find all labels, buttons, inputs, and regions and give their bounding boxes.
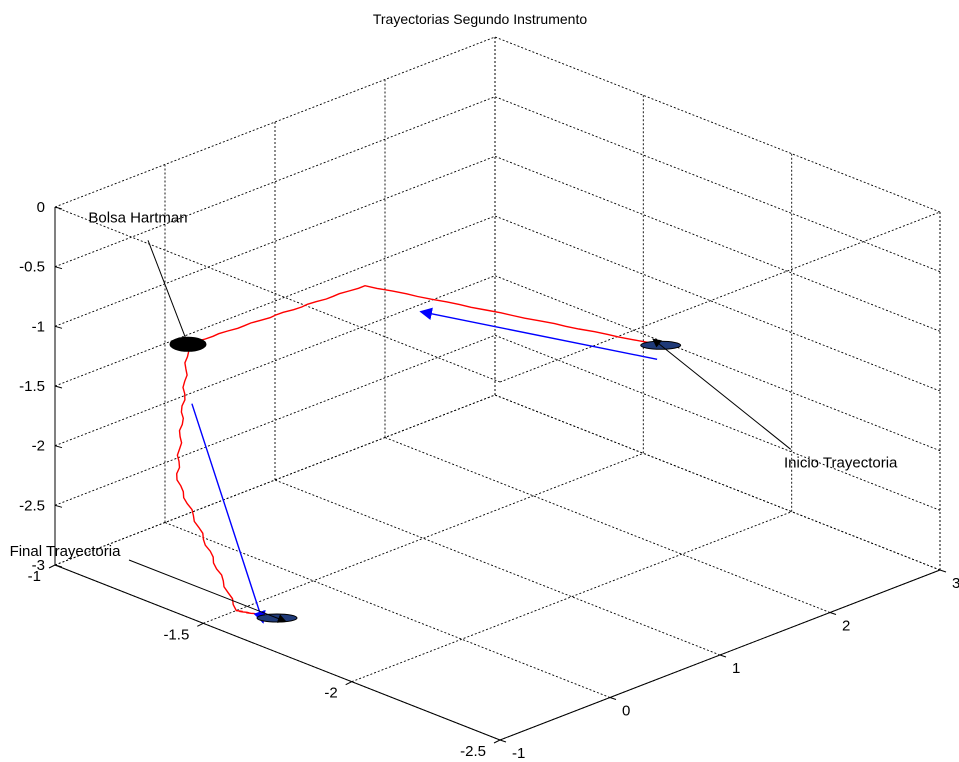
direction-arrows bbox=[191, 307, 658, 624]
annotation-arrow bbox=[652, 338, 792, 450]
y-tick-mark bbox=[939, 569, 947, 573]
grid-line bbox=[494, 155, 941, 332]
grid-line bbox=[54, 36, 496, 208]
chart-title: Trayectorias Segundo Instrumento bbox=[373, 11, 587, 27]
z-tick-labels: -3 -2.5 -2 -1.5 -1 -0.5 0 bbox=[19, 199, 45, 574]
z-tick-mark bbox=[54, 325, 63, 329]
grid-line bbox=[203, 452, 644, 624]
x-tick-mark bbox=[48, 564, 56, 569]
y-tick-mark bbox=[829, 612, 837, 615]
axis-lines bbox=[48, 206, 947, 744]
trajectory-series bbox=[175, 284, 661, 619]
grid-line bbox=[494, 394, 941, 571]
annotation-label: Inicio Trayectoria bbox=[784, 454, 898, 471]
grid-line bbox=[54, 215, 496, 387]
grid-line bbox=[494, 215, 941, 392]
grid-line bbox=[54, 155, 496, 327]
grid-line bbox=[384, 437, 831, 613]
y-tick-label: -1 bbox=[512, 745, 525, 762]
x-tick-label: -1.5 bbox=[163, 626, 189, 643]
x-tick-labels: -2.5 -2 -1.5 -1 bbox=[28, 568, 486, 760]
grid-line bbox=[54, 275, 496, 447]
annotations: Bolsa Hartman Inicio Trayectoria Final Tra… bbox=[10, 209, 898, 623]
annotation-arrow bbox=[128, 559, 287, 623]
z-tick-label: -1 bbox=[32, 318, 45, 335]
x-axis-line bbox=[54, 564, 501, 741]
grid-line bbox=[494, 36, 941, 213]
z-tick-label: -2.5 bbox=[19, 497, 45, 514]
z-tick-mark bbox=[54, 504, 63, 508]
annotation-label: Final Trayectoria bbox=[10, 543, 122, 560]
y-tick-label: 2 bbox=[842, 618, 850, 635]
annotation-label: Bolsa Hartman bbox=[88, 209, 187, 226]
direction-arrow bbox=[191, 403, 266, 624]
x-tick-mark bbox=[493, 739, 501, 744]
grid-line bbox=[164, 522, 611, 698]
x-tick-mark bbox=[197, 622, 204, 627]
z-tick-label: -1.5 bbox=[19, 378, 45, 395]
direction-arrow bbox=[419, 307, 658, 360]
z-tick-label: 0 bbox=[37, 199, 45, 216]
x-tick-label: -1 bbox=[28, 568, 41, 585]
z-tick-mark bbox=[54, 445, 63, 449]
y-tick-label: 1 bbox=[732, 660, 740, 677]
grid-line bbox=[494, 275, 941, 452]
z-tick-label: -2 bbox=[32, 438, 45, 455]
x-tick-label: -2 bbox=[324, 685, 337, 702]
annotation-arrow bbox=[147, 240, 192, 352]
x-tick-label: -2.5 bbox=[460, 743, 486, 760]
y-tick-mark bbox=[719, 654, 727, 658]
grid-line bbox=[274, 479, 721, 656]
z-tick-label: -3 bbox=[32, 557, 45, 574]
y-tick-label: 0 bbox=[622, 703, 630, 720]
box-edge bbox=[54, 206, 501, 383]
grid-line bbox=[54, 394, 496, 566]
trajectory-line bbox=[175, 284, 661, 619]
grid-lines bbox=[54, 36, 941, 741]
z-tick-mark bbox=[54, 266, 63, 270]
grid-line bbox=[494, 96, 941, 273]
grid-line bbox=[351, 511, 792, 683]
z-tick-mark bbox=[54, 385, 63, 389]
y-tick-labels: -1 0 1 2 3 bbox=[512, 575, 959, 762]
grid-line bbox=[494, 334, 941, 511]
box-edge bbox=[499, 211, 941, 383]
grid-line bbox=[494, 394, 941, 571]
z-tick-label: -0.5 bbox=[19, 259, 45, 276]
x-tick-mark bbox=[345, 681, 352, 686]
y-tick-label: 3 bbox=[952, 575, 959, 592]
grid-line bbox=[54, 334, 496, 506]
z-tick-mark bbox=[54, 564, 63, 568]
trajectory-markers bbox=[169, 336, 682, 623]
y-tick-mark bbox=[499, 739, 507, 743]
grid-line bbox=[54, 96, 496, 268]
y-tick-mark bbox=[609, 697, 617, 700]
z-tick-mark bbox=[54, 206, 63, 210]
